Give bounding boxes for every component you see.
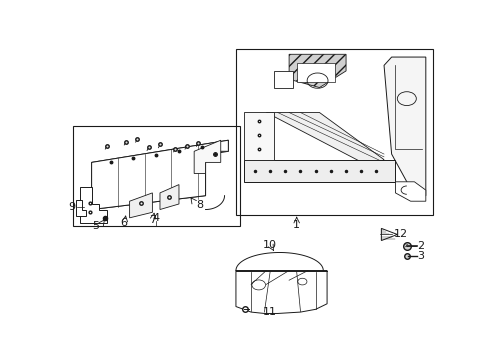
Polygon shape — [267, 112, 384, 168]
Text: 12: 12 — [393, 229, 408, 239]
Text: 9: 9 — [69, 202, 75, 212]
Text: 3: 3 — [417, 251, 424, 261]
Polygon shape — [244, 112, 274, 159]
Text: 8: 8 — [196, 199, 203, 210]
Polygon shape — [289, 54, 346, 87]
Polygon shape — [381, 228, 397, 240]
Polygon shape — [92, 154, 206, 210]
Text: 10: 10 — [262, 240, 276, 250]
Polygon shape — [92, 140, 228, 210]
Bar — [236, 49, 434, 215]
Polygon shape — [129, 193, 152, 218]
Polygon shape — [297, 63, 335, 82]
Polygon shape — [274, 71, 293, 87]
Text: 2: 2 — [417, 240, 424, 251]
Polygon shape — [160, 185, 179, 210]
Text: 7: 7 — [149, 215, 156, 225]
Polygon shape — [194, 140, 221, 174]
Text: 4: 4 — [152, 213, 160, 223]
Polygon shape — [76, 200, 86, 216]
Text: 6: 6 — [121, 219, 127, 228]
Polygon shape — [236, 270, 327, 314]
Polygon shape — [92, 140, 228, 174]
Polygon shape — [244, 159, 395, 182]
Text: 1: 1 — [293, 220, 300, 230]
Text: 5: 5 — [92, 221, 99, 231]
Bar — [73, 126, 240, 226]
Polygon shape — [384, 57, 426, 196]
Polygon shape — [80, 187, 107, 223]
Polygon shape — [395, 182, 426, 201]
Text: 11: 11 — [263, 307, 276, 317]
